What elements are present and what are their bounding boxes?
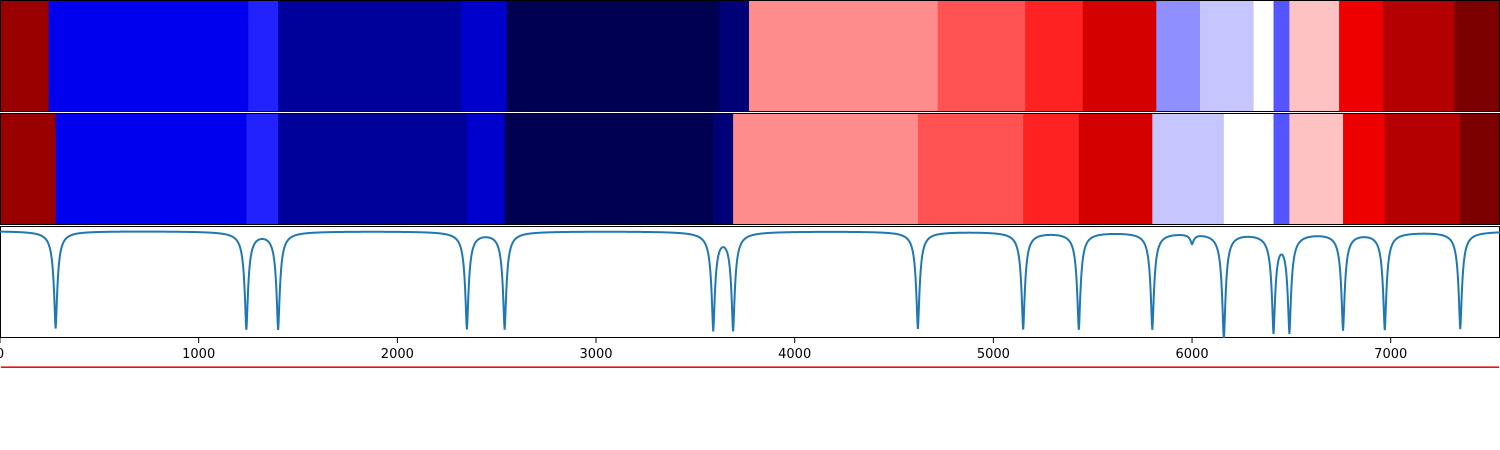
heatmap-segment xyxy=(55,113,247,225)
x-tick-label: 7000 xyxy=(1374,347,1407,362)
signal-panel xyxy=(0,226,1500,369)
x-tick-label: 2000 xyxy=(381,347,414,362)
heatmap-segment xyxy=(1273,113,1290,225)
x-tick-label: 3000 xyxy=(579,347,612,362)
heatmap-segment xyxy=(1343,113,1386,225)
heatmap-segment xyxy=(1454,0,1500,112)
heatmap-row-1 xyxy=(0,0,1500,112)
x-tick-label: 5000 xyxy=(977,347,1010,362)
heatmap-segment xyxy=(1078,113,1153,225)
heatmap-segment xyxy=(1384,113,1461,225)
heatmap-segment xyxy=(278,113,468,225)
heatmap-segment xyxy=(1023,113,1080,225)
x-tick-label: 1000 xyxy=(182,347,215,362)
x-tick-label: 6000 xyxy=(1176,347,1209,362)
heatmap-segment xyxy=(749,0,939,112)
heatmap-segment xyxy=(0,0,50,112)
heatmap-segment xyxy=(1273,0,1290,112)
heatmap-segment xyxy=(1025,0,1084,112)
heatmap-segment xyxy=(466,113,506,225)
heatmap-segment xyxy=(1289,0,1340,112)
signal-panel-frame xyxy=(0,226,1500,338)
heatmap-segment xyxy=(1082,0,1157,112)
x-tick-label: 0 xyxy=(0,347,4,362)
heatmap-segment xyxy=(1223,113,1275,225)
heatmap-segment xyxy=(1253,0,1275,112)
heatmap-segment xyxy=(719,0,750,112)
heatmap-segment xyxy=(1289,113,1344,225)
heatmap-segment xyxy=(1339,0,1384,112)
signal-line xyxy=(0,230,1500,339)
heatmap-segment xyxy=(0,113,57,225)
heatmap-row-2 xyxy=(0,113,1500,225)
x-tick-label: 4000 xyxy=(778,347,811,362)
heatmap-segment xyxy=(48,0,249,112)
heatmap-segment xyxy=(1460,113,1500,225)
heatmap-segment xyxy=(506,0,720,112)
heatmap-segment xyxy=(460,0,508,112)
heatmap-segment xyxy=(248,0,279,112)
heatmap-segment xyxy=(937,0,1026,112)
heatmap-segment xyxy=(917,113,1024,225)
heatmap-segment xyxy=(713,113,734,225)
heatmap-rows xyxy=(0,0,1500,225)
x-axis: 0 1000 2000 3000 4000 5000 6000 7000 xyxy=(0,338,1407,362)
heatmap-segment xyxy=(733,113,919,225)
heatmap-segment xyxy=(504,113,714,225)
heatmap-segment xyxy=(1200,0,1255,112)
heatmap-segment xyxy=(278,0,462,112)
heatmap-segment xyxy=(1156,0,1201,112)
heatmap-segment xyxy=(1382,0,1455,112)
heatmap-segment xyxy=(1152,113,1225,225)
heatmap-segment xyxy=(246,113,279,225)
